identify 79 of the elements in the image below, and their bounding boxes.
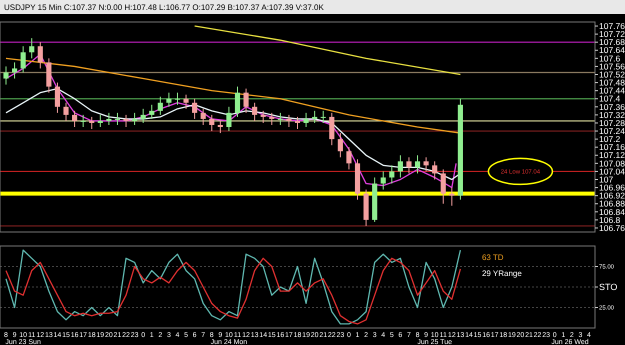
candlestick — [98, 114, 103, 128]
y-tick-label: 107.72 — [599, 29, 625, 40]
candlestick — [114, 112, 120, 126]
candlestick — [440, 168, 446, 204]
candlestick — [209, 114, 214, 132]
y-tick-label: 107.52 — [599, 69, 625, 80]
candlestick — [20, 46, 26, 73]
y-tick-label: 107.64 — [599, 45, 625, 56]
candlestick — [278, 112, 283, 126]
y-tick-label: 107.44 — [599, 86, 625, 96]
candlestick — [3, 66, 9, 86]
candlestick — [140, 108, 146, 124]
candlestick — [234, 86, 240, 118]
candlestick — [132, 112, 138, 126]
candlestick — [432, 160, 438, 180]
candlestick — [218, 120, 223, 134]
y-tick-label: 106.76 — [599, 222, 625, 233]
candlestick — [252, 102, 258, 122]
candlestick — [158, 96, 163, 116]
y-tick-label: 107.12 — [599, 150, 625, 160]
candlestick — [406, 156, 412, 174]
y-tick-label: 107.76 — [599, 21, 625, 32]
y-tick-label: 106.96 — [599, 182, 625, 193]
y-tick-label: 107.2 — [599, 134, 621, 144]
y-tick-label: 106.84 — [599, 206, 625, 217]
candlestick — [174, 92, 180, 106]
chart-title: USDJPY 15 Min C:107.37 N:0.00 H:107.48 L:106.77 O:107.29 B:107.37 A:107.39 V:37.0K — [4, 3, 324, 12]
candlestick — [80, 114, 86, 128]
candlestick — [380, 170, 386, 190]
y-tick-label: 107.28 — [599, 118, 625, 128]
y-tick-label: 106.8 — [599, 214, 621, 225]
candlestick — [398, 154, 403, 178]
y-tick-label: 107.24 — [599, 126, 625, 136]
candlestick — [106, 112, 112, 126]
candlestick — [243, 88, 249, 114]
candlestick — [269, 112, 274, 126]
y-tick-label: 107.56 — [599, 61, 625, 72]
candlestick — [312, 110, 318, 124]
candlestick — [192, 98, 198, 120]
candlestick — [286, 114, 292, 128]
candlestick — [54, 82, 60, 114]
candlestick — [260, 110, 266, 124]
annotation: 63 TD — [482, 253, 504, 262]
y-tick-label: 107.32 — [599, 110, 625, 120]
candlestick — [304, 112, 309, 128]
y-tick-label: 107.48 — [599, 78, 625, 88]
y-tick-label: 107.6 — [599, 53, 621, 64]
y-tick-label: 107.08 — [599, 158, 625, 168]
candlestick — [89, 116, 94, 130]
y-tick-label: 107.68 — [599, 37, 625, 48]
candlestick — [320, 110, 326, 124]
candlestick — [226, 106, 232, 132]
candlestick — [200, 108, 206, 126]
candlestick — [424, 156, 429, 172]
candlestick — [166, 92, 172, 108]
candlestick — [149, 104, 154, 120]
candlestick — [389, 164, 394, 184]
candlestick — [123, 114, 129, 128]
candlestick — [329, 112, 334, 146]
y-tick-label: 107.16 — [599, 142, 625, 152]
y-tick-label: 106.92 — [599, 190, 625, 201]
y-tick-label: 107 — [599, 174, 614, 184]
candlestick — [29, 38, 34, 59]
candlestick — [414, 154, 420, 174]
candlestick — [183, 94, 189, 110]
candlestick — [449, 187, 454, 206]
y-tick-label: 107.4 — [599, 94, 621, 104]
candlestick — [63, 102, 69, 122]
candlestick — [294, 116, 300, 130]
y-tick-label: 107.04 — [599, 166, 625, 176]
candlestick — [346, 146, 352, 170]
y-tick-label: 106.88 — [599, 198, 625, 209]
candlestick — [338, 132, 343, 158]
candlestick — [12, 62, 18, 80]
candlestick — [38, 42, 43, 69]
annotation: 29 YRange — [482, 269, 522, 278]
y-tick-label: 107.36 — [599, 102, 625, 112]
candlestick — [72, 110, 78, 128]
y-axis-title: STO — [599, 282, 618, 292]
